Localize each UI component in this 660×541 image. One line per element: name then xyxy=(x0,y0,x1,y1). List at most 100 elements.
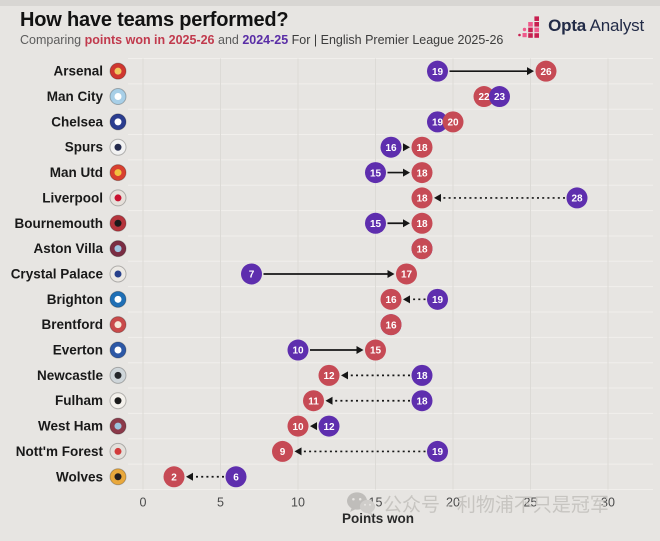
x-tick-label: 10 xyxy=(291,495,305,509)
dot-2024-25-value: 6 xyxy=(233,472,239,483)
dot-2025-26-value: 18 xyxy=(416,168,428,179)
team-badge-inner xyxy=(114,219,122,227)
dot-2025-26-value: 9 xyxy=(280,447,286,458)
team-badge-inner xyxy=(114,371,122,379)
subtitle-segment: Comparing xyxy=(20,33,85,47)
team-badge-inner xyxy=(114,397,122,405)
dot-2024-25-value: 15 xyxy=(370,219,382,230)
x-axis-label: Points won xyxy=(342,511,414,526)
trend-arrow-head xyxy=(403,168,410,177)
logo-text: Opta Analyst xyxy=(548,16,644,36)
dot-2025-26 xyxy=(380,288,402,310)
dot-2024-25-value: 23 xyxy=(494,92,506,103)
dot-2024-25-value: 15 xyxy=(370,168,382,179)
team-badge-inner xyxy=(114,346,122,354)
subtitle-segment: and xyxy=(214,33,243,47)
dot-2025-26-value: 2 xyxy=(171,472,177,483)
watermark-text: 公众号 · 利物浦不只是冠军 xyxy=(383,495,609,516)
team-label: West Ham xyxy=(38,419,103,434)
trend-arrow-head xyxy=(186,472,193,481)
team-label: Aston Villa xyxy=(33,241,103,256)
opta-analyst-logo: Opta Analyst xyxy=(516,13,644,39)
dot-2024-25 xyxy=(318,415,340,437)
team-badge-inner xyxy=(114,143,122,151)
dot-2025-26-value: 26 xyxy=(540,67,552,78)
logo-text-opta: Opta xyxy=(548,16,587,35)
trend-arrow-head xyxy=(294,447,302,456)
dot-2024-25 xyxy=(427,60,448,82)
dot-2024-25-value: 28 xyxy=(571,194,583,205)
chart-title: How have teams performed? xyxy=(20,9,289,31)
dot-2024-25 xyxy=(411,390,433,412)
dot-2024-25-value: 12 xyxy=(323,422,335,433)
logo-text-analyst: Analyst xyxy=(589,16,645,35)
team-badge-inner xyxy=(114,447,122,455)
trend-arrow-head xyxy=(434,193,441,202)
dot-2025-26 xyxy=(303,390,324,412)
dot-2024-25 xyxy=(225,466,247,488)
dot-2025-26-value: 18 xyxy=(416,219,428,230)
team-label: Bournemouth xyxy=(15,216,104,231)
team-badge-inner xyxy=(114,93,122,101)
dot-2024-25-value: 19 xyxy=(432,67,444,78)
team-badge-inner xyxy=(114,295,122,303)
wechat-icon xyxy=(347,491,376,516)
team-label: Fulham xyxy=(55,393,103,408)
team-label: Everton xyxy=(53,343,103,358)
trend-arrow-head xyxy=(403,219,410,228)
subtitle-segment: points won in 2025-26 xyxy=(84,33,215,47)
team-label: Spurs xyxy=(65,140,103,155)
dot-2024-25 xyxy=(287,339,309,361)
dot-2025-26-value: 20 xyxy=(447,118,459,129)
dot-2024-25 xyxy=(427,440,448,462)
team-badge-inner xyxy=(114,270,122,278)
team-label: Arsenal xyxy=(53,64,103,79)
dot-2024-25-value: 7 xyxy=(249,270,255,281)
trend-arrow-head xyxy=(325,396,333,405)
dot-2025-26 xyxy=(380,314,402,336)
trend-arrow-head xyxy=(356,346,364,355)
dot-2025-26-value: 15 xyxy=(370,346,382,357)
dot-2024-25-value: 19 xyxy=(432,447,444,458)
opta-bars-icon xyxy=(518,16,540,38)
dot-2025-26-value: 16 xyxy=(385,295,397,306)
dot-2025-26 xyxy=(411,187,433,209)
dot-2025-26 xyxy=(396,263,417,285)
dot-2025-26 xyxy=(411,136,433,158)
dot-2025-26-value: 22 xyxy=(478,92,490,103)
trend-arrow-head xyxy=(341,371,348,380)
dot-2025-26-value: 17 xyxy=(401,270,413,281)
dot-2024-25 xyxy=(411,364,433,386)
team-badge-inner xyxy=(114,67,122,75)
team-label: Liverpool xyxy=(42,190,103,205)
team-badge-inner xyxy=(114,118,122,126)
trend-arrow-head xyxy=(403,143,410,152)
top-strip xyxy=(0,0,660,6)
team-label: Chelsea xyxy=(51,114,103,129)
dot-2024-25 xyxy=(427,111,448,133)
dot-2024-25-value: 18 xyxy=(416,396,428,407)
team-badge-inner xyxy=(114,194,122,202)
team-label: Nott'm Forest xyxy=(16,444,104,459)
x-tick-label: 30 xyxy=(601,495,615,509)
trend-arrow-head xyxy=(387,269,395,278)
x-tick-label: 5 xyxy=(217,495,224,509)
dot-2024-25 xyxy=(365,212,386,234)
dot-2025-26-value: 18 xyxy=(416,194,428,205)
team-label: Crystal Palace xyxy=(11,266,104,281)
dot-2025-26 xyxy=(411,212,433,234)
dot-2025-26 xyxy=(318,364,340,386)
dot-2024-25 xyxy=(566,187,588,209)
watermark: 公众号 · 利物浦不只是冠军 xyxy=(346,490,609,517)
dot-2025-26 xyxy=(442,111,464,133)
dot-2025-26-value: 16 xyxy=(385,320,397,331)
dot-2025-26-value: 10 xyxy=(292,422,304,433)
team-label: Wolves xyxy=(56,469,103,484)
dot-2024-25-value: 19 xyxy=(432,118,444,129)
dot-2024-25-value: 16 xyxy=(385,143,397,154)
x-tick-label: 25 xyxy=(524,495,538,509)
team-badge-inner xyxy=(114,422,122,430)
dot-2025-26 xyxy=(473,86,495,108)
